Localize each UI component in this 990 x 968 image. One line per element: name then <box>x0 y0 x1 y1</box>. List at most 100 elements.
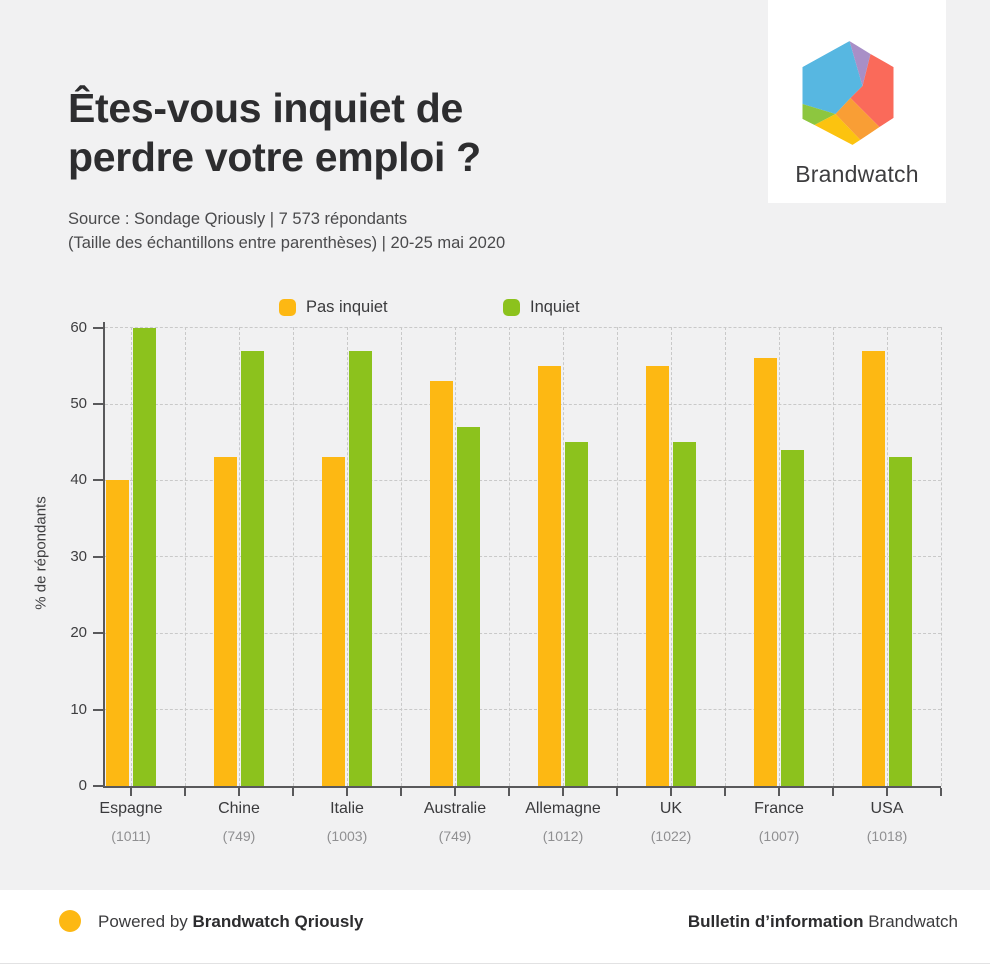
bar-inquiet <box>673 442 696 786</box>
bar-inquiet <box>133 327 156 786</box>
bar-inquiet <box>457 426 480 786</box>
gridline-vertical <box>184 327 186 786</box>
bar-pas-inquiet <box>106 480 129 786</box>
gridline-vertical <box>130 327 132 786</box>
gridline-vertical <box>724 327 726 786</box>
source-text: Source : Sondage Qriously | 7 573 répond… <box>68 207 505 255</box>
category-label: Allemagne <box>525 800 601 817</box>
newsletter-text: Bulletin d’information Brandwatch <box>688 912 958 932</box>
brandwatch-wordmark: Brandwatch <box>795 161 919 187</box>
source-line1: Source : Sondage Qriously | 7 573 répond… <box>68 210 408 228</box>
x-axis-tick <box>400 788 402 796</box>
bar-pas-inquiet <box>646 365 669 786</box>
bar-inquiet <box>241 350 264 786</box>
legend-label-pas-inquiet: Pas inquiet <box>306 298 388 316</box>
category-label: France <box>754 800 804 817</box>
y-axis-tick <box>93 555 105 558</box>
logo-facet-red <box>850 54 894 127</box>
sample-size-label: (749) <box>222 828 256 844</box>
x-axis-tick <box>130 788 132 796</box>
sample-size-label: (1003) <box>326 828 368 844</box>
gridline-vertical <box>346 327 348 786</box>
sample-size-label: (1012) <box>542 828 584 844</box>
y-axis-tick-label: 60 <box>70 318 87 336</box>
x-axis-tick <box>886 788 888 796</box>
legend-swatch-inquiet <box>503 299 520 316</box>
bar-pas-inquiet <box>862 350 885 786</box>
newsletter-bold: Bulletin d’information <box>687 912 864 931</box>
y-axis-tick <box>93 785 105 787</box>
x-axis-tick <box>616 788 618 796</box>
sample-size-label: (1007) <box>758 828 800 844</box>
gridline-vertical <box>508 327 510 786</box>
gridline-vertical <box>562 327 564 786</box>
x-axis-tick <box>670 788 672 796</box>
page-title-line1: Êtes-vous inquiet de <box>68 85 463 131</box>
x-axis-tick <box>940 788 942 796</box>
bar-inquiet <box>781 449 804 786</box>
x-axis-tick <box>184 788 186 796</box>
gridline-vertical <box>292 327 294 786</box>
gridline-vertical <box>886 327 888 786</box>
brandwatch-logo-card: Brandwatch <box>768 0 946 203</box>
sample-size-label: (1011) <box>111 828 151 844</box>
gridline-horizontal <box>105 709 941 711</box>
gridline-vertical <box>616 327 618 786</box>
x-axis-tick <box>292 788 294 796</box>
x-axis-tick <box>562 788 564 796</box>
sample-size-label: (749) <box>438 828 472 844</box>
gridline-horizontal <box>105 403 941 405</box>
bar-pas-inquiet <box>322 457 345 786</box>
gridline-horizontal <box>105 479 941 481</box>
category-label: USA <box>870 800 904 817</box>
bar-pas-inquiet <box>754 358 777 786</box>
sample-size-label: (1022) <box>650 828 692 844</box>
logo-facet-purple <box>849 41 871 86</box>
gridline-vertical <box>670 327 672 786</box>
brandwatch-hexagon-icon <box>802 41 894 145</box>
y-axis-title: % de répondants <box>32 496 50 610</box>
category-label: UK <box>659 800 683 817</box>
logo-facet-blue <box>802 41 863 114</box>
gridline-horizontal <box>105 556 941 558</box>
category-label: Italie <box>330 800 364 817</box>
bar-pas-inquiet <box>214 457 237 786</box>
newsletter-brand: Brandwatch <box>863 912 958 931</box>
page-title-line2: perdre votre emploi ? <box>68 134 481 180</box>
bar-chart-plot-area: 0 10 20 30 40 50 60 Espagne (1011) Chine (749) Ital… <box>70 319 942 844</box>
footer-divider <box>0 963 990 964</box>
qriously-dot-icon <box>59 910 81 932</box>
bar-pas-inquiet <box>430 381 453 786</box>
y-axis-tick-label: 40 <box>70 471 87 489</box>
gridline-horizontal <box>105 632 941 634</box>
powered-by-brand: Brandwatch Qriously <box>192 912 364 931</box>
legend-item-pas-inquiet: Pas inquiet <box>279 298 388 317</box>
gridline-vertical <box>832 327 834 786</box>
y-axis-tick-label: 20 <box>70 624 87 642</box>
y-axis-tick-label: 10 <box>70 700 87 718</box>
x-axis-tick <box>832 788 834 796</box>
bar-pas-inquiet <box>538 365 561 786</box>
gridline-vertical <box>940 327 942 786</box>
category-label: Australie <box>423 800 487 817</box>
source-line2: (Taille des échantillons entre parenthès… <box>68 234 506 252</box>
logo-facet-orange <box>835 98 880 140</box>
legend-label-inquiet: Inquiet <box>530 298 580 316</box>
y-axis-tick-label: 30 <box>70 547 87 565</box>
x-axis-tick <box>238 788 240 796</box>
y-axis-tick-label: 50 <box>70 395 87 412</box>
x-axis-tick <box>508 788 510 796</box>
logo-facet-green <box>802 104 836 125</box>
powered-by-text: Powered by Brandwatch Qriously <box>98 912 363 932</box>
legend-item-inquiet: Inquiet <box>503 298 580 317</box>
page-title: Êtes-vous inquiet de perdre votre emploi… <box>68 84 481 182</box>
gridline-vertical <box>238 327 240 786</box>
y-axis-tick-label: 0 <box>78 777 87 794</box>
gridline-vertical <box>400 327 402 786</box>
sample-size-label: (1018) <box>866 828 908 844</box>
x-axis-tick <box>724 788 726 796</box>
gridline-vertical <box>454 327 456 786</box>
x-axis-tick <box>346 788 348 796</box>
y-axis-tick <box>93 326 105 329</box>
